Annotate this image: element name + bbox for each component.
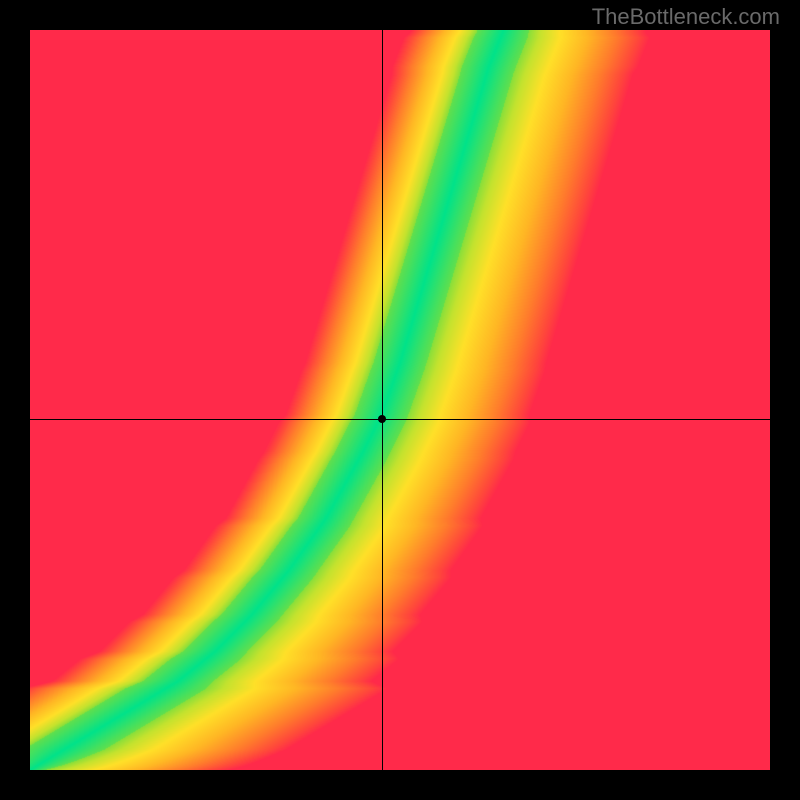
crosshair-marker bbox=[378, 415, 386, 423]
chart-container: TheBottleneck.com bbox=[0, 0, 800, 800]
crosshair-vertical bbox=[382, 30, 383, 770]
watermark-text: TheBottleneck.com bbox=[592, 4, 780, 30]
plot-area bbox=[30, 30, 770, 770]
heatmap-canvas bbox=[30, 30, 770, 770]
crosshair-horizontal bbox=[30, 419, 770, 420]
